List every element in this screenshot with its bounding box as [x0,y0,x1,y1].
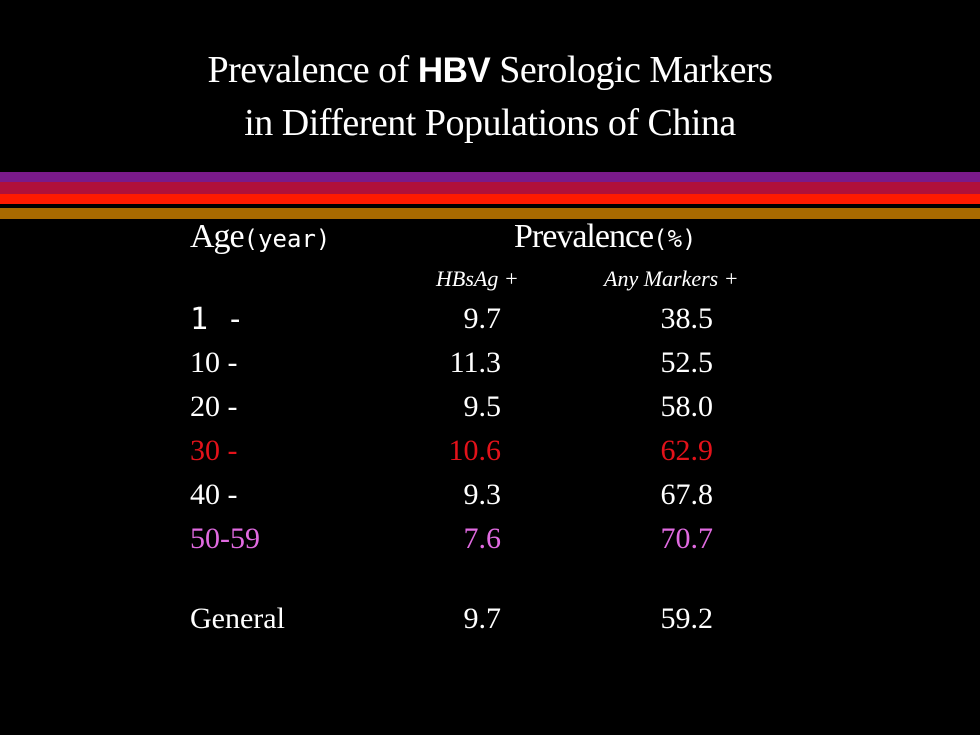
age-cell: 40 - [190,478,238,511]
stripe [0,208,980,219]
any-markers-cell: 70.7 [660,522,714,555]
general-row: General 9.7 59.2 [0,602,980,646]
table-row: 30 - 10.6 62.9 [0,434,980,478]
any-markers-cell: 58.0 [660,390,714,423]
prevalence-header: Prevalence(%) [514,218,697,256]
age-unit: (year) [243,225,331,253]
stripe [0,194,980,204]
hbsag-cell: 11.3 [449,346,501,379]
stripe [0,182,980,194]
age-cell: 10 - [190,346,238,379]
age-cell: 1 - [190,302,245,337]
hbsag-cell: 9.7 [463,302,502,335]
table-row: 1 - 9.7 38.5 [0,302,980,346]
any-markers-cell: 38.5 [660,302,714,335]
any-markers-cell: 67.8 [660,478,714,511]
any-markers-column-header: Any Markers + [604,266,739,291]
hbsag-column-header: HBsAg + [436,266,519,291]
slide-title: Prevalence of HBV Serologic Markers in D… [0,44,980,149]
hbsag-cell: 10.6 [448,434,502,467]
general-hbsag: 9.7 [463,602,502,635]
title-line-2: in Different Populations of China [244,102,736,144]
table-row: 20 - 9.5 58.0 [0,390,980,434]
title-line-1: Prevalence of HBV Serologic Markers [0,44,980,97]
prevalence-unit: (%) [653,225,697,253]
prevalence-label: Prevalence [514,218,654,255]
hbsag-cell: 9.5 [463,390,502,423]
title-hbv: HBV [417,51,491,90]
decorative-stripes [0,172,980,219]
table-row: 40 - 9.3 67.8 [0,478,980,522]
title-post: Serologic Markers [490,49,773,91]
any-markers-cell: 62.9 [660,434,714,467]
age-cell: 50-59 [190,522,260,555]
table-row: 50-59 7.6 70.7 [0,522,980,566]
age-label: Age [190,218,245,255]
general-label: General [190,602,285,635]
table-row: 10 - 11.3 52.5 [0,346,980,390]
age-cell: 30 - [190,434,238,467]
general-any-markers: 59.2 [660,602,714,635]
title-pre: Prevalence of [207,49,418,91]
stripe [0,204,980,208]
hbsag-cell: 7.6 [463,522,502,555]
hbsag-cell: 9.3 [463,478,502,511]
stripe [0,172,980,182]
age-cell: 20 - [190,390,238,423]
age-header: Age(year) [190,218,330,256]
any-markers-cell: 52.5 [660,346,714,379]
